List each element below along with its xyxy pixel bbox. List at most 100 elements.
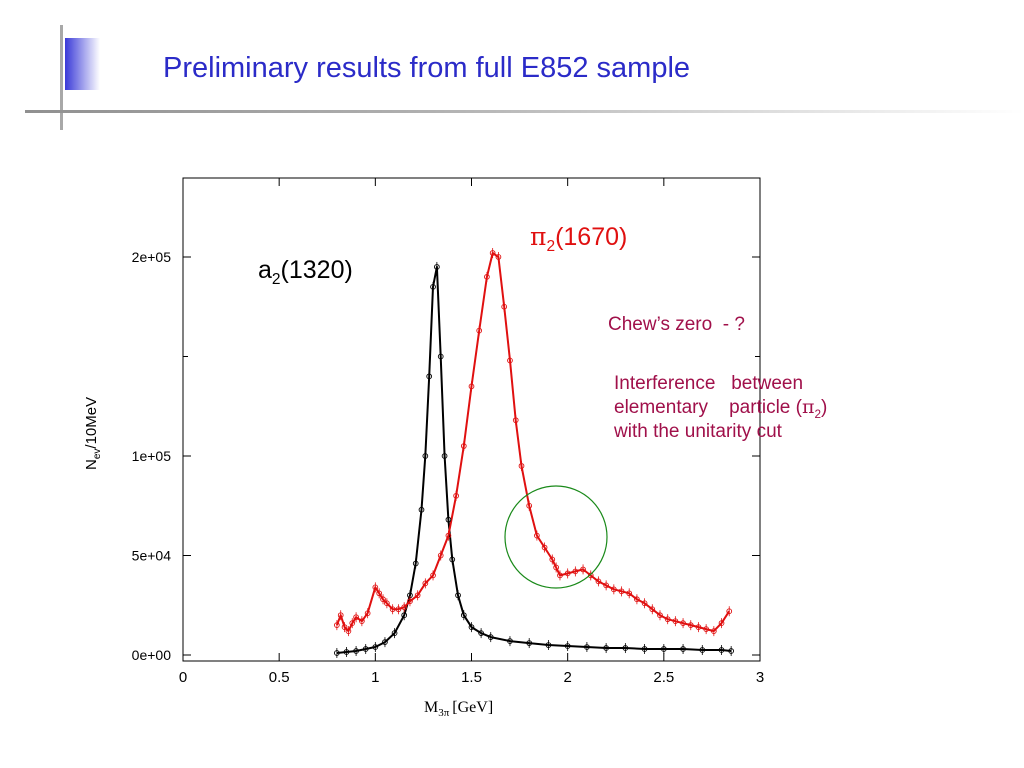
interference-note-line1: Interference between xyxy=(614,373,804,394)
data-point xyxy=(710,626,717,637)
x-axis-label: M3π [GeV] xyxy=(424,699,493,719)
data-point xyxy=(726,606,733,617)
data-point xyxy=(641,644,648,655)
data-point xyxy=(376,588,383,599)
data-point xyxy=(389,604,396,615)
data-point xyxy=(649,604,656,615)
data-point xyxy=(680,644,686,655)
data-point xyxy=(468,381,475,392)
data-point xyxy=(449,554,456,565)
x-tick-label: 3 xyxy=(756,669,764,686)
data-point xyxy=(384,598,390,609)
interference-note-line2: elementary particle (π2) xyxy=(614,396,828,421)
data-point xyxy=(349,618,356,629)
data-point xyxy=(664,614,671,625)
data-point xyxy=(618,586,625,597)
data-point xyxy=(380,594,386,605)
data-point xyxy=(362,644,369,655)
data-point xyxy=(626,588,633,599)
data-point xyxy=(430,570,436,581)
data-point xyxy=(680,618,686,629)
data-point xyxy=(334,648,340,659)
data-point xyxy=(518,460,525,471)
data-point xyxy=(334,620,340,631)
data-point xyxy=(353,646,359,657)
data-point xyxy=(341,622,348,633)
data-point xyxy=(595,576,602,587)
slide-title: Preliminary results from full E852 sampl… xyxy=(163,52,691,84)
x-tick-label: 2 xyxy=(563,669,571,686)
data-point xyxy=(553,562,559,573)
data-point xyxy=(512,415,519,426)
x-tick-label: 1.5 xyxy=(461,669,482,686)
data-point xyxy=(495,252,502,262)
data-point xyxy=(564,641,571,652)
data-point xyxy=(610,584,617,595)
data-point xyxy=(345,626,352,637)
data-point xyxy=(437,351,444,362)
data-point xyxy=(603,643,609,654)
data-point xyxy=(580,564,586,575)
data-point xyxy=(372,642,379,653)
x-tick-label: 0.5 xyxy=(269,669,290,686)
data-point xyxy=(382,637,388,648)
data-point xyxy=(603,580,609,591)
data-point xyxy=(391,628,398,639)
data-point xyxy=(657,610,663,621)
x-tick-label: 1 xyxy=(371,669,379,686)
data-point xyxy=(353,612,359,623)
data-point xyxy=(434,261,440,272)
data-point xyxy=(453,490,459,501)
data-point xyxy=(728,646,735,657)
x-tick-label: 0 xyxy=(179,669,187,686)
data-point xyxy=(501,301,508,312)
data-point xyxy=(337,610,344,621)
data-point xyxy=(634,594,640,605)
data-point xyxy=(484,271,490,282)
data-point xyxy=(343,647,350,658)
data-point xyxy=(437,550,444,561)
slide-accent-block xyxy=(65,38,100,90)
data-point xyxy=(460,610,467,621)
data-point xyxy=(445,530,452,541)
data-point xyxy=(468,622,475,633)
data-point xyxy=(699,645,706,656)
data-point xyxy=(395,604,402,615)
y-axis-label: Nev/10MeV xyxy=(83,397,103,470)
slide-vertical-rule xyxy=(60,25,63,130)
data-point xyxy=(359,616,365,627)
data-point xyxy=(687,620,694,631)
data-point xyxy=(622,643,629,654)
data-point xyxy=(441,451,448,461)
data-point xyxy=(407,596,413,607)
data-point xyxy=(422,578,429,589)
data-point xyxy=(364,608,371,619)
data-point xyxy=(414,590,421,601)
data-point xyxy=(660,644,667,655)
y-tick-label: 5e+04 xyxy=(132,548,172,564)
data-point xyxy=(426,371,433,382)
data-point xyxy=(641,598,648,609)
y-tick-label: 1e+05 xyxy=(132,448,172,464)
a2-peak-label: a2(1320) xyxy=(258,256,353,288)
data-point xyxy=(564,568,571,579)
data-point xyxy=(545,640,552,651)
data-point xyxy=(703,624,709,635)
data-point xyxy=(549,554,556,565)
data-point xyxy=(534,530,540,541)
data-point xyxy=(445,514,452,525)
y-tick-label: 2e+05 xyxy=(132,249,172,265)
data-point xyxy=(460,441,467,452)
x-tick-label: 2.5 xyxy=(653,669,674,686)
data-point xyxy=(526,638,533,649)
data-point xyxy=(718,618,725,629)
data-point xyxy=(489,248,496,259)
slide-horizontal-rule xyxy=(25,110,1024,113)
data-point xyxy=(557,570,563,581)
y-tick-label: 0e+00 xyxy=(132,647,172,663)
data-point xyxy=(541,542,548,553)
data-point xyxy=(487,632,494,643)
data-point xyxy=(507,355,513,366)
data-point xyxy=(430,281,436,292)
